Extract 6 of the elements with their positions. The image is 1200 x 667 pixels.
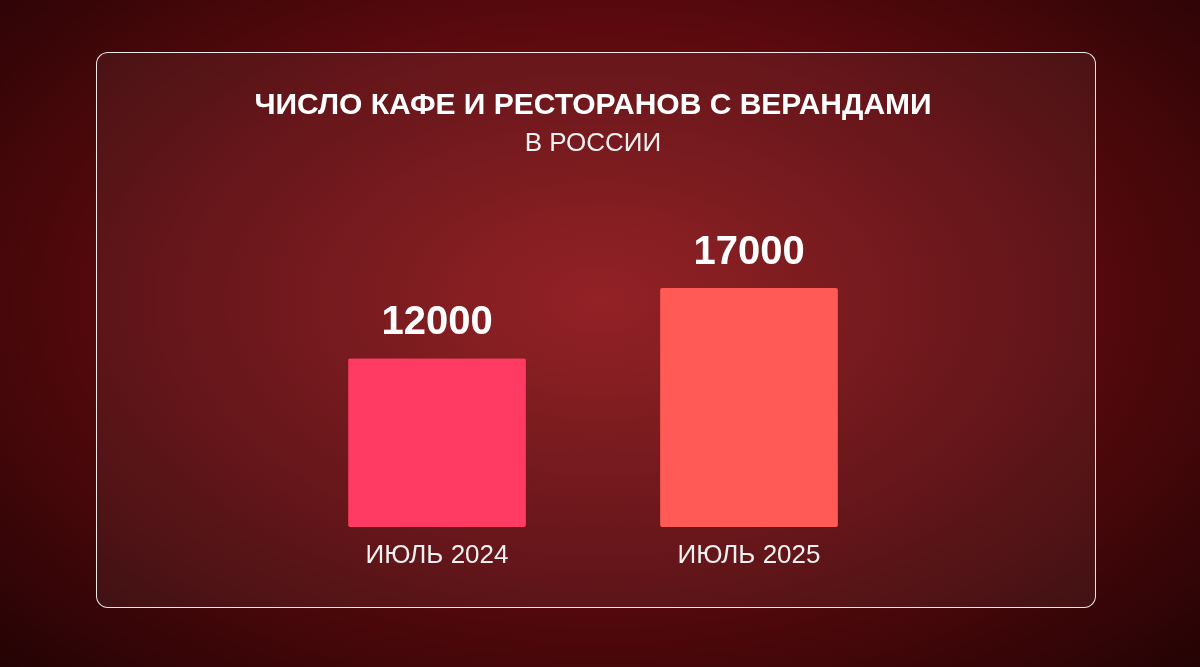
x-tick-label: ИЮЛЬ 2024 [365,538,509,569]
chart-title: ЧИСЛО КАФЕ И РЕСТОРАНОВ С ВЕРАНДАМИ [254,87,932,120]
x-tick-label: ИЮЛЬ 2025 [677,538,821,569]
data-label: 12000 [381,298,493,343]
data-label: 17000 [693,228,805,272]
chart-subtitle: В РОССИИ [524,127,662,157]
